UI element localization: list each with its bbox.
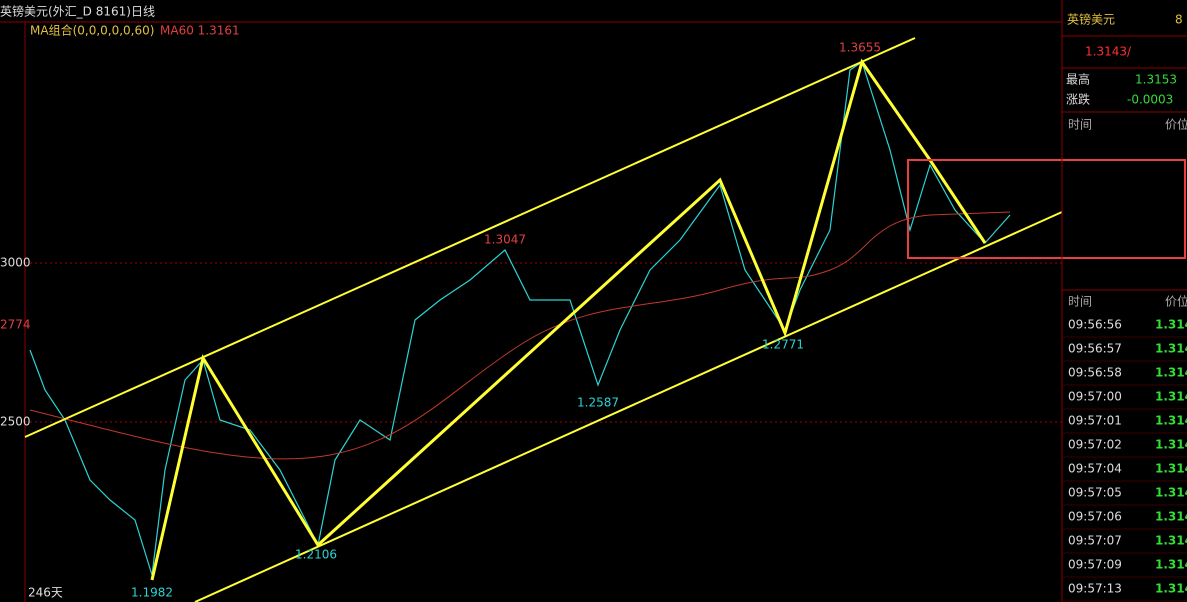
trade-price: 1.314 [1155,510,1187,524]
column-header: 价位 [1165,294,1187,309]
column-header: 时间 [1068,295,1092,309]
column-header: 价位 [1165,117,1187,132]
trade-time: 09:56:58 [1068,366,1122,380]
price-line [29,61,1011,576]
change-value: -0.0003 [1127,93,1173,107]
price-label: 1.3655 [839,41,881,55]
trade-price: 1.314 [1155,390,1187,404]
highlight-box [907,159,1186,259]
column-header: 时间 [1068,118,1092,132]
trade-price: 1.314 [1155,534,1187,548]
trade-price: 1.314 [1155,366,1187,380]
quote-code: 8 [1175,13,1183,27]
ma-group: MA组合(0,0,0,0,0,60) [30,23,154,38]
trade-time: 09:57:00 [1068,390,1122,404]
quote-panel: 英镑美元 8 1.3143/ 最高 1.3153 涨跌 -0.0003 时间 价… [1061,0,1187,602]
trade-price: 1.314 [1155,582,1187,596]
channel-upper [24,37,916,438]
trade-time: 09:57:06 [1068,510,1122,524]
trade-time: 09:57:07 [1068,534,1122,548]
trade-time: 09:56:57 [1068,342,1122,356]
trade-time: 09:57:13 [1068,582,1122,596]
quote-price: 1.3143/ [1085,45,1132,59]
price-label: 1.2771 [762,338,804,352]
trade-price: 1.314 [1155,462,1187,476]
chart-title: 英镑美元(外汇_D 8161)日线 [0,4,155,19]
ma60-label: MA60 1.3161 [160,24,240,38]
trade-price: 1.314 [1155,486,1187,500]
channel-lower [194,211,1063,602]
trade-price: 1.314 [1155,438,1187,452]
quote-name: 英镑美元 [1067,12,1115,27]
trade-time: 09:57:09 [1068,558,1122,572]
axis-label: 3000 [0,256,31,270]
change-label: 涨跌 [1066,92,1090,107]
price-label: 1.2106 [295,548,337,562]
trade-time: 09:57:04 [1068,462,1122,476]
price-label: 1.2587 [577,396,619,410]
high-label: 最高 [1066,72,1090,87]
axis-label: 2500 [0,415,31,429]
high-value: 1.3153 [1135,73,1177,87]
zigzag [150,58,987,581]
trade-time: 09:57:02 [1068,438,1122,452]
period-label: 246天 [28,586,63,600]
price-label: 1.3047 [484,233,526,247]
trade-price: 1.314 [1155,318,1187,332]
axis-label: 2774 [0,318,31,332]
trade-price: 1.314 [1155,558,1187,572]
trade-time: 09:56:56 [1068,318,1122,332]
trade-time: 09:57:05 [1068,486,1122,500]
trade-time: 09:57:01 [1068,414,1122,428]
trade-price: 1.314 [1155,342,1187,356]
trade-price: 1.314 [1155,414,1187,428]
price-label: 1.1982 [131,586,173,600]
